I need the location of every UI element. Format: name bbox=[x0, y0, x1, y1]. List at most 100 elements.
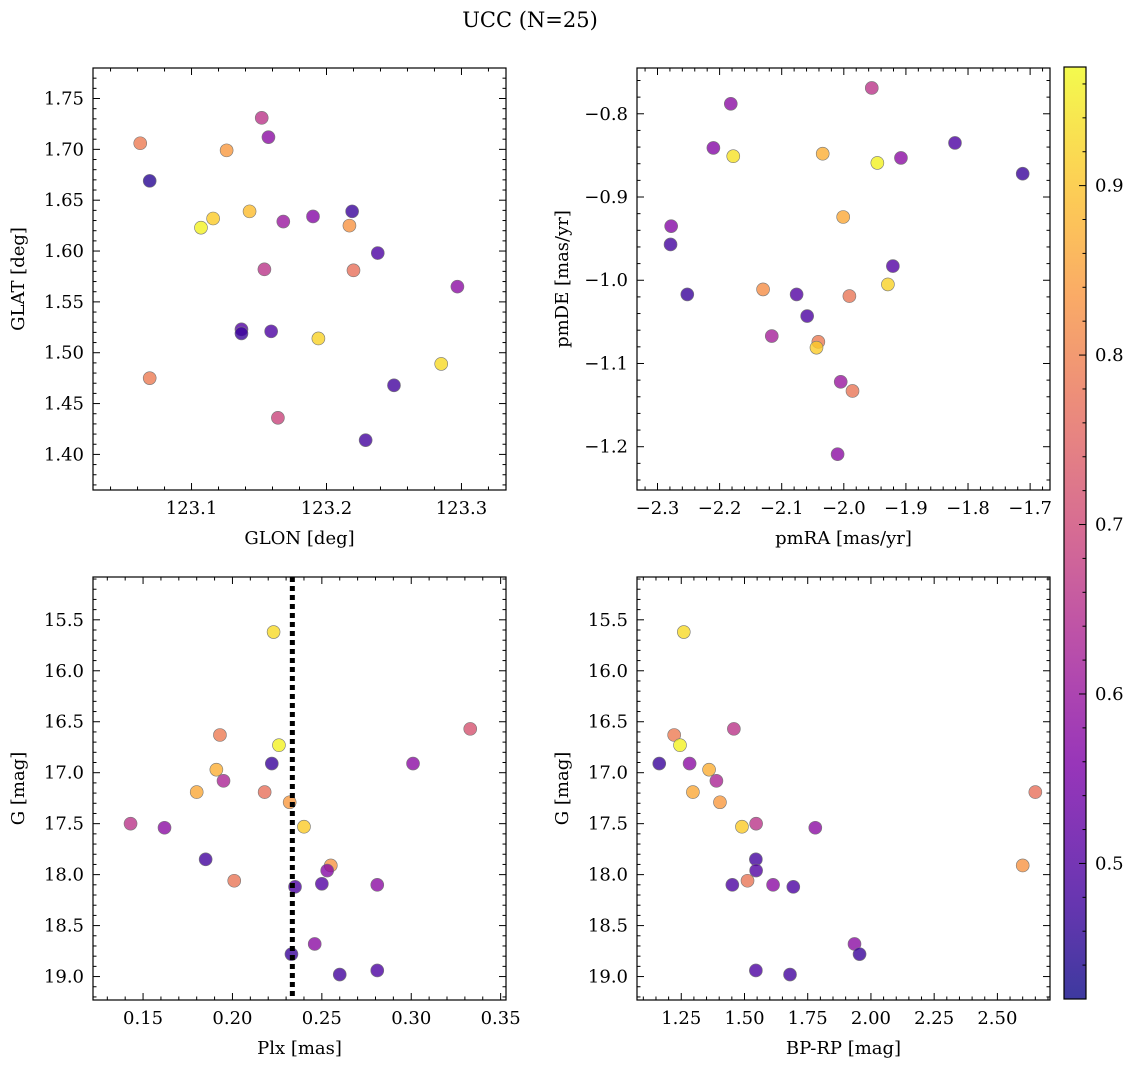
data-point bbox=[370, 963, 385, 978]
y-axis-label: G [mag] bbox=[8, 752, 29, 825]
data-point bbox=[740, 873, 755, 888]
data-point bbox=[815, 146, 830, 161]
data-point bbox=[189, 785, 204, 799]
figure-title: UCC (N=25) bbox=[462, 8, 598, 32]
data-point bbox=[257, 262, 272, 277]
axes-frame bbox=[636, 67, 1051, 491]
data-point bbox=[234, 326, 249, 341]
data-point bbox=[735, 819, 749, 834]
data-point bbox=[786, 880, 801, 894]
y-tick-label: 1.60 bbox=[44, 241, 84, 262]
data-point bbox=[266, 625, 281, 639]
x-tick-label: −2.3 bbox=[636, 498, 680, 519]
colorbar-tick-label: 0.9 bbox=[1095, 176, 1124, 197]
data-point bbox=[276, 214, 291, 229]
x-tick-label: 2.50 bbox=[977, 1008, 1017, 1029]
data-point bbox=[209, 762, 224, 777]
y-tick-label: 1.50 bbox=[44, 343, 84, 364]
data-point bbox=[271, 411, 285, 425]
data-point bbox=[264, 756, 279, 771]
data-point bbox=[370, 246, 385, 260]
panels: 123.1 123.2 123.3 1.40 1.45 1.50 1.55 1.60 1.65 1… bbox=[8, 67, 1052, 1059]
data-point bbox=[342, 218, 357, 233]
y-tick-label: 17.5 bbox=[44, 814, 84, 835]
data-point bbox=[142, 174, 157, 188]
y-tick-label: 1.55 bbox=[44, 292, 84, 313]
data-point bbox=[216, 774, 231, 788]
y-tick-label: 1.75 bbox=[44, 89, 84, 110]
data-point bbox=[673, 738, 687, 752]
y-tick-label: 17.5 bbox=[588, 814, 628, 835]
y-tick-label: 17.0 bbox=[588, 763, 628, 784]
y-tick-label: 18.0 bbox=[44, 865, 84, 886]
x-axis-label: GLON [deg] bbox=[244, 528, 354, 549]
data-point bbox=[894, 151, 908, 165]
y-tick-label: 17.0 bbox=[44, 763, 84, 784]
scatter-points bbox=[663, 81, 1030, 462]
data-point bbox=[676, 625, 691, 639]
data-point bbox=[242, 204, 257, 219]
data-point bbox=[749, 863, 763, 878]
y-tick-label: 16.0 bbox=[44, 661, 84, 682]
y-tick-label: 1.40 bbox=[44, 444, 84, 465]
data-point bbox=[264, 324, 278, 339]
data-point bbox=[307, 937, 322, 951]
x-tick-label: 0.15 bbox=[123, 1008, 163, 1029]
data-point bbox=[450, 279, 465, 294]
data-point bbox=[842, 289, 857, 303]
data-point bbox=[723, 96, 738, 111]
data-point bbox=[726, 149, 741, 164]
data-point bbox=[320, 863, 335, 878]
data-point bbox=[682, 756, 697, 771]
colorbar-tick-label: 0.8 bbox=[1095, 345, 1124, 366]
data-point bbox=[306, 209, 320, 224]
data-point bbox=[358, 433, 373, 447]
y-axis-label: G [mag] bbox=[552, 752, 573, 825]
colorbar-tick-label: 0.5 bbox=[1095, 853, 1124, 874]
y-tick-label: −0.8 bbox=[584, 104, 628, 125]
data-point bbox=[756, 282, 770, 297]
y-axis-label: GLAT [deg] bbox=[8, 227, 29, 331]
x-tick-label: 1.50 bbox=[724, 1008, 764, 1029]
data-point bbox=[370, 878, 385, 892]
data-point bbox=[830, 447, 845, 462]
data-point bbox=[315, 877, 329, 891]
data-point bbox=[198, 852, 213, 867]
x-tick-label: 2.00 bbox=[851, 1008, 891, 1029]
data-point bbox=[783, 967, 797, 982]
data-point bbox=[332, 967, 347, 982]
y-axis-label: pmDE [mas/yr] bbox=[552, 210, 573, 348]
data-point bbox=[870, 156, 885, 170]
axes-frame bbox=[92, 67, 507, 491]
data-point bbox=[706, 141, 721, 155]
x-axis-label: BP-RP [mag] bbox=[786, 1038, 901, 1059]
data-point bbox=[948, 136, 962, 150]
data-point bbox=[667, 728, 681, 742]
data-point bbox=[345, 204, 359, 219]
data-point bbox=[845, 384, 860, 398]
x-tick-label: 123.2 bbox=[301, 498, 353, 519]
x-tick-label: 0.30 bbox=[391, 1008, 431, 1029]
data-point bbox=[713, 795, 727, 810]
y-tick-label: 1.65 bbox=[44, 190, 84, 211]
data-point bbox=[808, 820, 823, 835]
x-tick-label: 123.1 bbox=[166, 498, 218, 519]
data-point bbox=[766, 878, 780, 892]
colorbar-tick-label: 0.6 bbox=[1095, 684, 1124, 705]
data-point bbox=[749, 963, 763, 978]
x-tick-label: 0.25 bbox=[302, 1008, 342, 1029]
y-tick-label: 16.5 bbox=[44, 712, 84, 733]
scatter-points bbox=[133, 111, 465, 447]
data-point bbox=[749, 816, 763, 831]
data-point bbox=[272, 738, 286, 752]
panel-bprp-g: 1.25 1.50 1.75 2.00 2.25 2.50 15.5 16.0 16.5 17.0… bbox=[552, 576, 1051, 1059]
x-tick-label: 2.25 bbox=[914, 1008, 954, 1029]
data-point bbox=[1015, 858, 1030, 873]
data-point bbox=[206, 211, 220, 226]
data-point bbox=[1015, 166, 1030, 181]
y-tick-label: 15.5 bbox=[44, 610, 84, 631]
x-tick-label: 1.75 bbox=[788, 1008, 828, 1029]
x-tick-label: 123.3 bbox=[436, 498, 488, 519]
data-point bbox=[1028, 785, 1043, 799]
